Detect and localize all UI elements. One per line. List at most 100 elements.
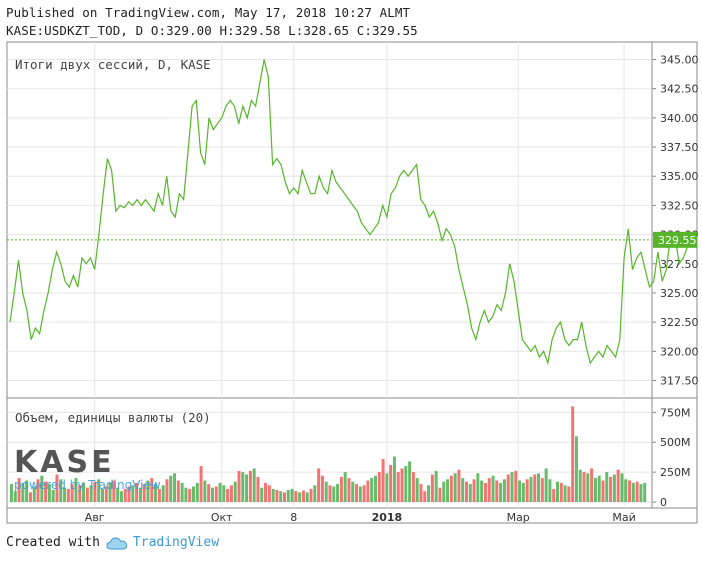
volume-bar (108, 482, 112, 502)
volume-bar (332, 486, 336, 502)
volume-bar (313, 485, 317, 502)
volume-bar (427, 485, 431, 502)
volume-bar (347, 478, 351, 502)
volume-bar (279, 491, 283, 502)
volume-bar (93, 481, 97, 502)
volume-bar (476, 473, 480, 502)
volume-bar (309, 488, 313, 502)
volume-bar (17, 478, 21, 502)
kase-watermark: KASE powered by TradingView (14, 448, 161, 493)
price-line (9, 59, 693, 366)
volume-bar (559, 482, 563, 502)
volume-bar (628, 480, 632, 502)
volume-bar (446, 479, 450, 502)
volume-bar (434, 470, 438, 502)
price-tick-label: 342.50 (660, 83, 699, 96)
volume-bar (590, 468, 594, 502)
volume-bar (385, 473, 389, 502)
volume-bar (51, 490, 55, 502)
volume-bar (616, 469, 620, 502)
price-tick-label: 322.50 (660, 316, 699, 329)
volume-bar (241, 472, 245, 502)
volume-bar (317, 468, 321, 502)
volume-bar (487, 478, 491, 502)
volume-bar (605, 472, 609, 502)
volume-bar (135, 482, 139, 502)
volume-bar (392, 456, 396, 502)
volume-bar (574, 436, 578, 502)
volume-bar (28, 492, 32, 502)
volume-bar (419, 484, 423, 502)
volume-bar (324, 481, 328, 502)
volume-bar (294, 491, 298, 502)
time-tick-label: Окт (211, 511, 233, 524)
price-tick-label: 320.00 (660, 345, 699, 358)
volume-bar (245, 474, 249, 502)
volume-bar (70, 484, 74, 502)
volume-bar (195, 482, 199, 502)
volume-bar (199, 466, 203, 502)
volume-bar (643, 482, 647, 502)
volume-bar (423, 491, 427, 502)
volume-bar (521, 482, 525, 502)
time-tick-label: Авг (85, 511, 105, 524)
volume-bar (47, 484, 51, 502)
volume-bar (161, 485, 165, 502)
volume-bar (21, 482, 25, 502)
volume-bar (525, 479, 529, 502)
volume-title: Объем, единицы валюты (20) (15, 410, 211, 425)
volume-bar (396, 472, 400, 502)
time-tick-label: Мар (507, 511, 530, 524)
volume-bar (343, 472, 347, 502)
volume-bar (59, 479, 63, 502)
volume-tick-label: 750M (660, 406, 691, 419)
price-tick-label: 332.50 (660, 199, 699, 212)
volume-bar (131, 485, 135, 502)
volume-bar (222, 485, 226, 502)
volume-bar (563, 485, 567, 502)
volume-bar (339, 476, 343, 502)
volume-bar (408, 461, 412, 502)
price-tick-label: 345.00 (660, 54, 699, 67)
volume-bar (154, 484, 158, 502)
volume-bar (370, 478, 374, 502)
volume-bar (157, 488, 161, 502)
volume-bar (301, 490, 305, 502)
volume-bar (457, 469, 461, 502)
volume-bar (142, 484, 146, 502)
volume-bar (389, 465, 393, 502)
volume-bar (271, 488, 275, 502)
cloud-icon (106, 536, 127, 549)
volume-bar (89, 485, 93, 502)
volume-bar (127, 486, 131, 502)
volume-bar (63, 487, 67, 502)
volume-bar (173, 473, 177, 502)
volume-bar (582, 472, 586, 502)
volume-bar (461, 478, 465, 502)
footer: Created with TradingView (6, 535, 219, 550)
volume-bar (97, 479, 101, 502)
volume-bar (320, 475, 324, 502)
volume-bar (138, 487, 142, 502)
volume-bar (207, 484, 211, 502)
volume-bar (264, 482, 268, 502)
volume-bar (112, 480, 116, 502)
volume-bar (36, 479, 40, 502)
volume-bar (465, 481, 468, 502)
volume-bar (55, 474, 59, 502)
volume-bar (502, 479, 506, 502)
volume-bar (593, 478, 597, 502)
price-tick-label: 325.00 (660, 287, 699, 300)
time-tick-label: 8 (290, 511, 297, 524)
tradingview-link[interactable]: TradingView (106, 535, 219, 550)
volume-bar (237, 470, 241, 502)
volume-bar (290, 488, 294, 502)
volume-bar (624, 479, 628, 502)
volume-bar (328, 485, 332, 502)
tradingview-label: TradingView (132, 535, 220, 550)
volume-bar (298, 492, 302, 502)
volume-bar (529, 476, 533, 502)
chart-area[interactable]: 317.50320.00322.50325.00327.50330.00332.… (0, 0, 702, 530)
chart-frame (6, 41, 698, 524)
volume-bar (85, 487, 89, 502)
